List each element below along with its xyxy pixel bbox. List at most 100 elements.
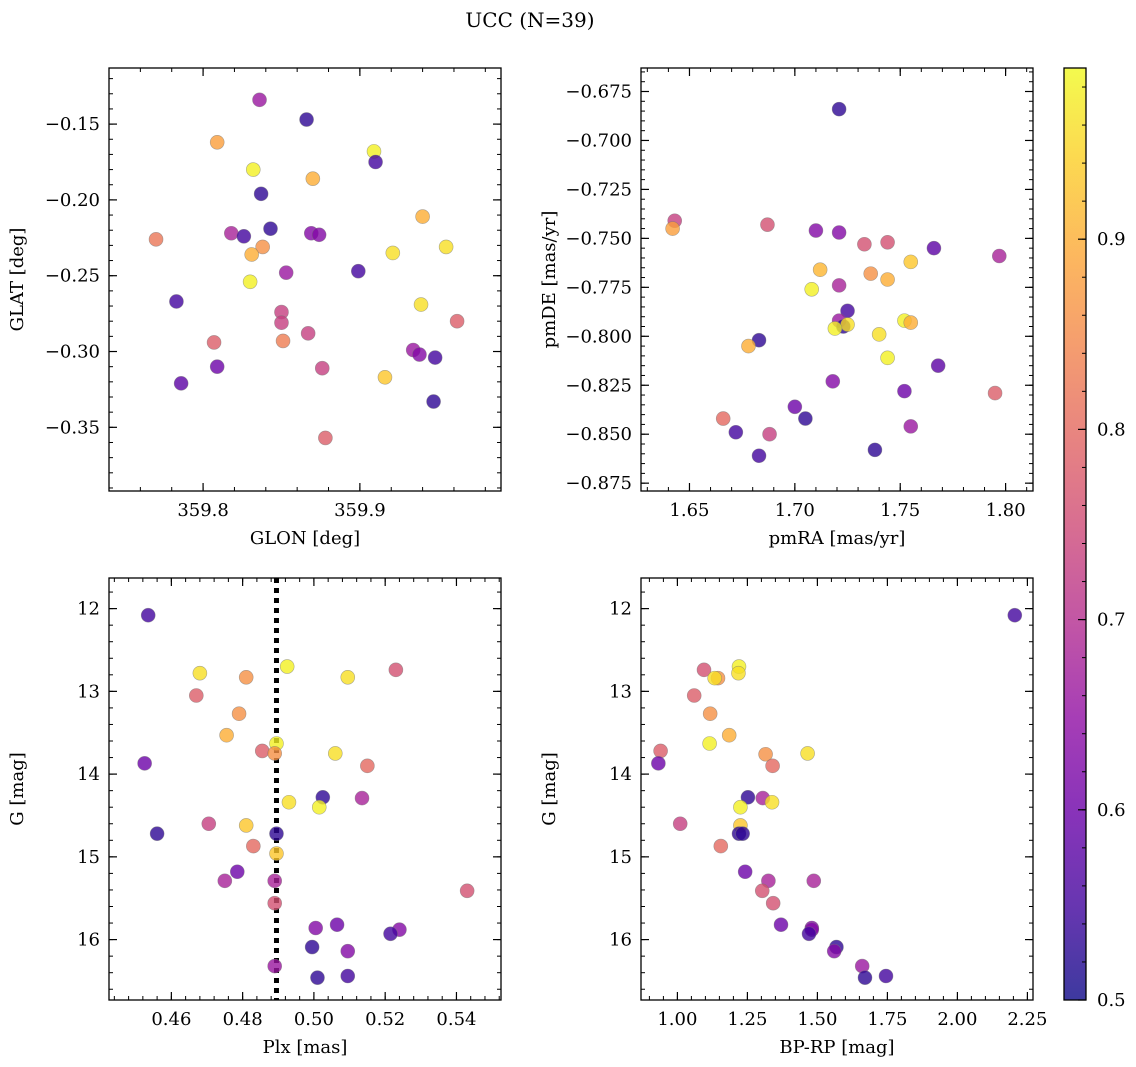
x-tick-label: 359.8 — [177, 500, 229, 521]
scatter-point — [1007, 607, 1023, 623]
scatter-point — [137, 756, 152, 771]
scatter-point — [314, 360, 330, 376]
scatter-point — [201, 816, 217, 832]
x-tick-label: 0.46 — [151, 1009, 191, 1030]
scatter-point — [274, 315, 289, 331]
scatter-point — [825, 374, 841, 389]
scatter-point — [415, 209, 430, 224]
y-tick-label: −0.700 — [565, 130, 632, 151]
scatter-point — [740, 789, 756, 805]
scatter-point — [831, 278, 847, 293]
scatter-point — [696, 662, 712, 678]
colorbar: 0.5 0.6 0.7 0.8 0.9 — [1063, 67, 1126, 1011]
scatter-point — [173, 376, 189, 391]
y-tick-label: −0.825 — [565, 375, 632, 396]
y-tick-label: 13 — [77, 681, 100, 702]
scatter-point — [857, 970, 873, 985]
scatter-point — [308, 920, 323, 936]
scatter-point — [826, 943, 842, 959]
x-tick-label: 1.75 — [880, 500, 920, 521]
axes-frame — [640, 577, 1034, 1001]
scatter-point — [728, 424, 744, 440]
scatter-point — [427, 350, 443, 365]
y-tick-label: 14 — [77, 764, 100, 785]
scatter-point — [340, 968, 356, 984]
scatter-point — [764, 794, 780, 810]
scatter-point — [731, 665, 746, 681]
scatter-point — [760, 217, 775, 232]
y-tick-label: 14 — [609, 764, 632, 785]
colorbar-tick-label: 0.9 — [1097, 229, 1126, 250]
x-axis-label: GLON [deg] — [250, 528, 360, 549]
scatter-point — [702, 706, 718, 722]
scatter-point — [269, 846, 284, 861]
scatter-point — [831, 225, 847, 240]
scatter-point — [310, 970, 325, 985]
y-tick-label: −0.725 — [565, 179, 632, 200]
scatter-point — [219, 727, 234, 743]
scatter-point — [267, 873, 283, 889]
scatter-point — [831, 101, 847, 117]
scatter-point — [808, 223, 824, 238]
y-axis-label: GLAT [deg] — [7, 228, 28, 332]
axes-frame — [108, 577, 502, 1001]
y-tick-label: −0.15 — [45, 114, 100, 135]
scatter-point — [252, 92, 267, 108]
scatter-point — [246, 838, 261, 854]
scatter-point — [804, 281, 820, 297]
scatter-point — [765, 758, 780, 774]
panel-pmra-pmde: 1.65 1.70 1.75 1.80 −0.675 −0.700 −0.725 −0.750… — [539, 67, 1034, 549]
scatter-point — [279, 659, 295, 674]
scatter-point — [857, 236, 872, 252]
scatter-point — [735, 826, 750, 841]
x-tick-label: 0.54 — [436, 1009, 476, 1030]
axes-frame — [108, 67, 502, 492]
scatter-panels: 359.8 359.9 −0.15 −0.20 −0.25 −0.30 −0.35 GLON … — [7, 67, 1047, 1058]
scatter-point — [305, 171, 321, 186]
scatter-point — [751, 448, 767, 464]
scatter-point — [269, 826, 284, 841]
scatter-point — [304, 939, 320, 955]
x-axis-label: Plx [mas] — [263, 1037, 348, 1058]
y-tick-label: 16 — [77, 930, 100, 951]
y-axis-label: pmDE [mas/yr] — [539, 211, 560, 349]
panel-bprp-g: 1.00 1.25 1.50 1.75 2.00 2.25 12 13 14 15 16 BP-RP … — [539, 577, 1047, 1058]
scatter-point — [715, 411, 731, 426]
scatter-point — [665, 221, 680, 236]
colorbar-tick-label: 0.8 — [1097, 419, 1126, 440]
scatter-point — [263, 221, 278, 237]
scatter-point — [245, 162, 261, 177]
scatter-point — [812, 262, 828, 278]
y-tick-label: 12 — [77, 599, 100, 620]
scatter-point — [867, 442, 883, 458]
scatter-point — [903, 419, 919, 434]
scatter-point — [140, 607, 156, 623]
scatter-point — [267, 958, 283, 974]
scatter-point — [299, 112, 314, 127]
scatter-point — [863, 266, 879, 281]
scatter-point — [354, 790, 370, 806]
x-tick-label: 1.75 — [867, 1009, 907, 1030]
scatter-point — [238, 818, 254, 833]
scatter-point — [383, 926, 398, 942]
scatter-point — [311, 799, 327, 815]
scatter-point — [878, 968, 894, 984]
scatter-point — [880, 272, 895, 287]
scatter-point — [253, 186, 269, 202]
colorbar-frame — [1063, 67, 1087, 1001]
scatter-point — [169, 294, 184, 309]
scatter-point — [773, 917, 789, 933]
scatter-point — [351, 263, 366, 279]
scatter-point — [311, 227, 327, 243]
y-tick-label: −0.20 — [45, 190, 100, 211]
y-tick-label: −0.775 — [565, 277, 632, 298]
x-tick-label: 1.25 — [727, 1009, 767, 1030]
scatter-point — [737, 864, 753, 880]
scatter-point — [275, 333, 291, 349]
scatter-point — [148, 232, 164, 247]
scatter-point — [827, 321, 843, 336]
scatter-point — [278, 265, 294, 280]
x-tick-label: 2.25 — [1007, 1009, 1047, 1030]
scatter-point — [707, 670, 722, 686]
